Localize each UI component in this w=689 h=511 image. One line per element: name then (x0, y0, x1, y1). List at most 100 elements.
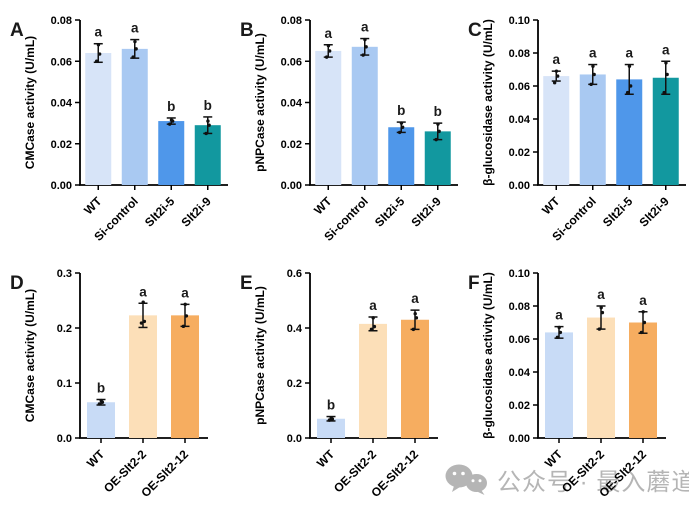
bar-WT (543, 76, 570, 185)
y-axis-label: CMCase activity (U/mL) (23, 36, 37, 169)
data-point (326, 44, 331, 48)
y-tick-label: 0.02 (509, 400, 530, 412)
y-tick-label: 0.2 (287, 378, 302, 390)
y-tick-label: 0.06 (509, 81, 530, 93)
data-point (94, 59, 99, 63)
sig-letter: b (204, 98, 212, 113)
bar-WT (317, 418, 345, 438)
x-category-label: Slt2i-5 (142, 194, 178, 230)
sig-letter: a (139, 284, 147, 299)
x-category-label: WT (81, 194, 105, 218)
y-tick-label: 0.00 (509, 180, 530, 192)
sig-letter: b (434, 104, 442, 119)
x-category-label: Slt2i-9 (637, 194, 673, 230)
data-point (662, 90, 666, 95)
data-point (324, 55, 329, 59)
data-point (364, 45, 368, 49)
bar-Slt2i-9 (652, 77, 679, 185)
y-tick-label: 0.08 (509, 301, 530, 313)
data-point (181, 324, 186, 329)
y-tick-label: 0.00 (51, 180, 72, 192)
sig-letter: a (369, 298, 377, 313)
panel-a-chart: A CMCase activity (U/mL) 0.00 0.02 0.04 0.06 0… (0, 0, 231, 253)
data-point (369, 327, 374, 332)
data-point (329, 416, 333, 420)
y-axis-label: β-glucosidase activity (U/mL) (481, 19, 495, 186)
y-tick-label: 0.08 (281, 15, 302, 27)
x-category-label: WT (84, 447, 108, 471)
sig-letter: a (411, 291, 419, 306)
y-tick-label: 0.08 (509, 48, 530, 60)
bar-Si-control (121, 48, 148, 185)
sig-letter: b (167, 99, 175, 114)
bar-WT (87, 402, 115, 438)
y-tick-label: 0.00 (509, 433, 530, 445)
panel-letter: F (468, 273, 480, 294)
y-tick-label: 0.04 (51, 98, 73, 110)
sig-letter: a (639, 293, 647, 308)
y-axis-label: CMCase activity (U/mL) (23, 289, 37, 422)
data-point (99, 398, 103, 403)
data-point (207, 123, 211, 127)
bar-WT (315, 50, 342, 185)
data-point (414, 316, 419, 320)
sig-letter: a (181, 285, 189, 300)
data-point (169, 118, 174, 122)
data-point (434, 137, 438, 142)
y-tick-label: 0.02 (509, 147, 530, 159)
y-tick-label: 0.06 (281, 56, 302, 68)
x-category-label: WT (542, 447, 566, 471)
bar-Slt2i-5 (158, 121, 185, 185)
panel-letter: C (468, 20, 482, 41)
data-point (641, 310, 645, 314)
data-point (411, 327, 416, 332)
data-point (436, 122, 440, 126)
sig-letter: a (589, 46, 597, 61)
data-point (664, 61, 668, 65)
y-tick-label: 0.10 (509, 15, 530, 27)
x-category-label: WT (311, 194, 335, 218)
y-tick-label: 0.06 (509, 334, 530, 346)
data-point (96, 43, 101, 47)
data-point (592, 72, 596, 77)
data-point (555, 335, 560, 340)
data-point (97, 52, 102, 56)
data-point (591, 64, 595, 68)
data-point (184, 314, 189, 318)
y-tick-label: 0.4 (287, 323, 303, 335)
sig-letter: a (597, 287, 605, 302)
data-point (554, 69, 559, 73)
data-point (361, 53, 365, 57)
sig-letter: a (555, 308, 563, 323)
sig-letter: a (552, 52, 560, 67)
y-tick-label: 0.6 (287, 268, 302, 280)
x-category-label: WT (539, 194, 563, 218)
y-tick-label: 0.08 (51, 15, 72, 27)
data-point (206, 119, 210, 123)
y-axis-label: pNPCase activity (U/mL) (253, 286, 267, 425)
panel-d-chart: D CMCase activity (U/mL) 0.0 0.1 0.2 0.3 b WT a O… (0, 253, 231, 506)
bar-WT (85, 53, 112, 185)
data-point (371, 316, 375, 320)
panel-letter: E (240, 273, 253, 294)
data-point (131, 55, 135, 59)
data-point (600, 310, 605, 315)
panel-letter: A (10, 20, 24, 41)
bar-Si-control (579, 74, 606, 185)
y-tick-label: 0.04 (509, 114, 531, 126)
panel-letter: D (10, 273, 24, 294)
data-point (558, 330, 563, 335)
data-point (599, 305, 603, 310)
bar-OE-Slt2-12 (171, 315, 199, 438)
data-point (139, 321, 144, 325)
data-point (141, 300, 145, 304)
